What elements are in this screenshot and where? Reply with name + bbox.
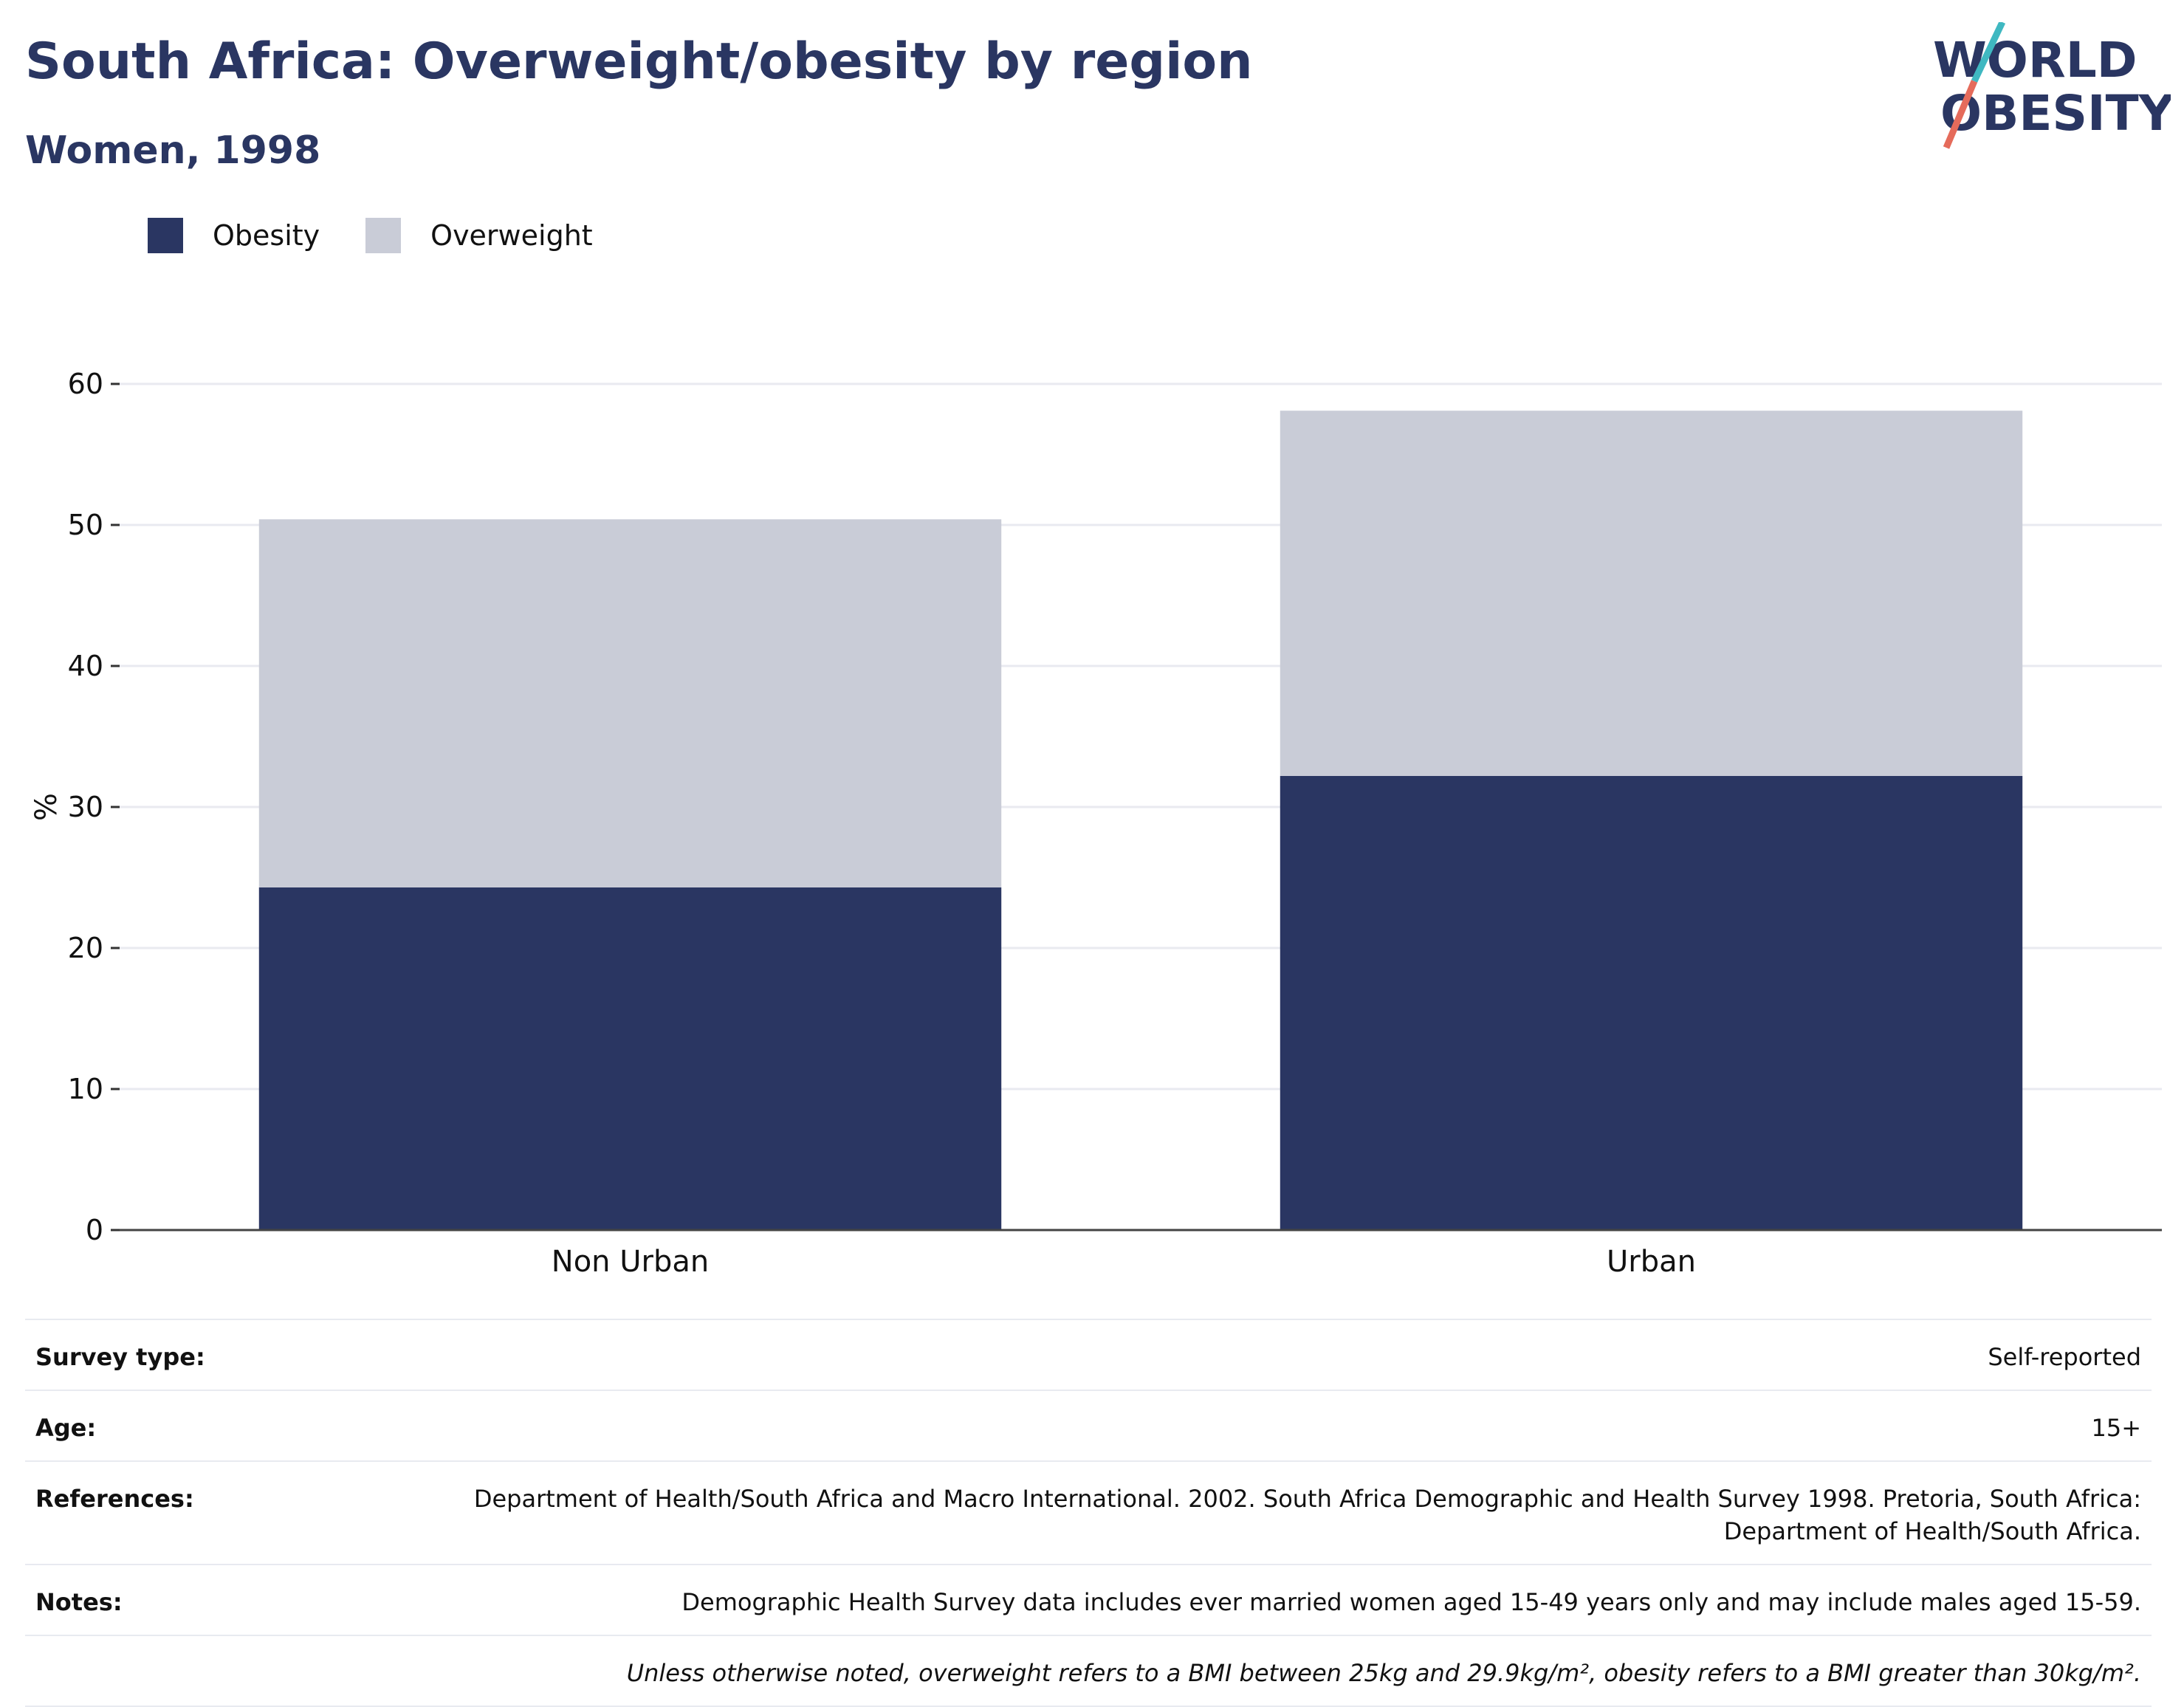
world-obesity-logo: WORLD OBESITY <box>1933 22 2171 149</box>
meta-row-age: Age: 15+ <box>25 1390 2152 1460</box>
svg-text:WORLD: WORLD <box>1933 32 2137 89</box>
legend-label-overweight: Overweight <box>430 219 593 252</box>
y-tick-label: 0 <box>86 1214 103 1246</box>
meta-row-references: References: Department of Health/South A… <box>25 1460 2152 1564</box>
bar-overweight-non-urban <box>258 519 1002 887</box>
bar-chart: 0 10 20 30 40 50 60% Non Urban Urban <box>30 368 2162 1279</box>
legend-swatch-overweight <box>365 218 402 253</box>
meta-row-survey-type: Survey type: Self-reported <box>25 1319 2152 1390</box>
definition-note: Unless otherwise noted, overweight refer… <box>626 1659 2141 1687</box>
survey-type-value: Self-reported <box>1988 1343 2141 1371</box>
notes-value: Demographic Health Survey data includes … <box>681 1588 2141 1616</box>
notes-label: Notes: <box>35 1588 123 1616</box>
y-axis-label: % <box>30 793 63 821</box>
bar-obesity-non-urban <box>258 887 1002 1230</box>
age-label: Age: <box>35 1414 97 1442</box>
chart-title: South Africa: Overweight/obesity by regi… <box>25 32 1253 91</box>
chart-legend: Obesity Overweight <box>148 218 639 253</box>
age-value: 15+ <box>2091 1414 2141 1442</box>
y-tick-label: 30 <box>68 791 103 823</box>
metadata-table: Survey type: Self-reported Age: 15+ Refe… <box>25 1319 2152 1707</box>
y-tick-label: 40 <box>68 650 103 682</box>
legend-label-obesity: Obesity <box>213 219 320 252</box>
meta-row-definition: Unless otherwise noted, overweight refer… <box>25 1635 2152 1707</box>
legend-item-overweight[interactable]: Overweight <box>365 218 593 253</box>
x-tick-label: Urban <box>1607 1245 1696 1279</box>
legend-item-obesity[interactable]: Obesity <box>148 218 320 253</box>
meta-row-notes: Notes: Demographic Health Survey data in… <box>25 1564 2152 1635</box>
y-tick-label: 60 <box>68 368 103 400</box>
svg-text:OBESITY: OBESITY <box>1940 85 2171 142</box>
y-tick-label: 50 <box>68 509 103 541</box>
survey-type-label: Survey type: <box>35 1343 205 1371</box>
legend-swatch-obesity <box>148 218 183 253</box>
references-value: Department of Health/South Africa and Ma… <box>473 1485 2141 1545</box>
y-tick-label: 10 <box>68 1073 103 1105</box>
references-label: References: <box>35 1485 194 1513</box>
y-tick-label: 20 <box>68 932 103 964</box>
bar-obesity-urban <box>1280 775 2023 1230</box>
chart-subtitle: Women, 1998 <box>25 128 321 173</box>
x-tick-label: Non Urban <box>552 1245 709 1279</box>
bar-overweight-urban <box>1280 411 2023 776</box>
